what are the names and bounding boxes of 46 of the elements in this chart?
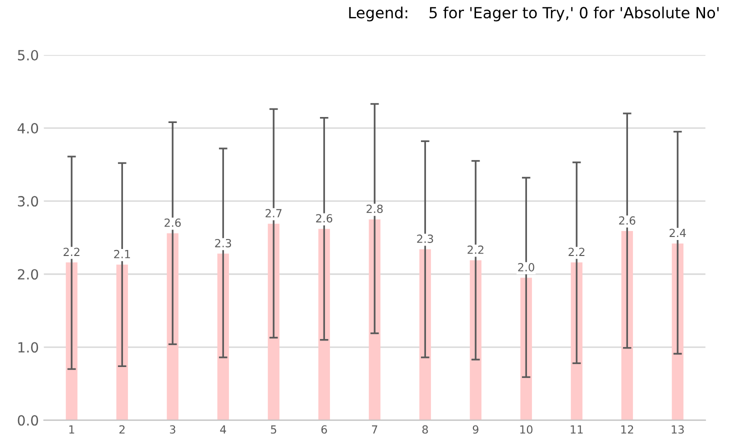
bar (368, 219, 380, 420)
y-tick-label: 0.0 (18, 415, 38, 426)
x-tick-label: 2 (119, 425, 125, 434)
y-tick-label: 5.0 (18, 50, 38, 60)
data-label: 2.4 (670, 228, 686, 237)
data-label: 2.3 (215, 238, 232, 248)
bar (116, 264, 128, 420)
y-tick-label: 2.0 (18, 269, 38, 280)
x-tick-label: 5 (270, 425, 276, 434)
bar (672, 243, 684, 420)
text: Legend: 5 for 'Eager to Try,' 0 for 'Absolute No' (349, 6, 719, 22)
y-tick-label: 1.0 (18, 342, 38, 353)
data-label: 2.0 (518, 263, 534, 272)
data-label: 2.2 (64, 248, 80, 256)
bar (166, 233, 178, 420)
x-tick-label: 13 (672, 425, 684, 434)
data-label: 2.6 (316, 214, 332, 223)
x-tick-label: 11 (570, 425, 583, 434)
x-tick-label: 9 (472, 425, 478, 434)
data-label: 2.2 (468, 246, 484, 254)
bar (217, 254, 229, 420)
x-tick-label: 10 (520, 425, 532, 434)
y-tick-label: 4.0 (18, 123, 38, 134)
data-label: 2.2 (568, 248, 584, 256)
bar (621, 231, 633, 420)
bar (268, 224, 280, 420)
bar (520, 278, 532, 420)
data-label: 2.6 (619, 216, 636, 225)
x-tick-label: 6 (321, 425, 327, 434)
x-tick-label: 12 (621, 425, 634, 434)
x-tick-label: 4 (220, 425, 226, 434)
bar (318, 228, 330, 420)
data-label: 2.6 (164, 218, 181, 227)
bar (419, 249, 431, 420)
bar (66, 262, 78, 420)
data-label: 2.7 (266, 209, 282, 218)
data-label: 2.1 (114, 250, 130, 258)
y-tick-label: 3.0 (18, 196, 38, 207)
x-tick-label: 8 (422, 425, 428, 434)
data-label: 2.3 (417, 234, 434, 243)
bar (570, 262, 582, 420)
bar (470, 260, 482, 420)
x-tick-label: 7 (372, 425, 378, 434)
x-tick-label: 1 (69, 425, 74, 434)
data-label: 2.8 (366, 204, 383, 214)
x-tick-label: 3 (170, 425, 176, 434)
